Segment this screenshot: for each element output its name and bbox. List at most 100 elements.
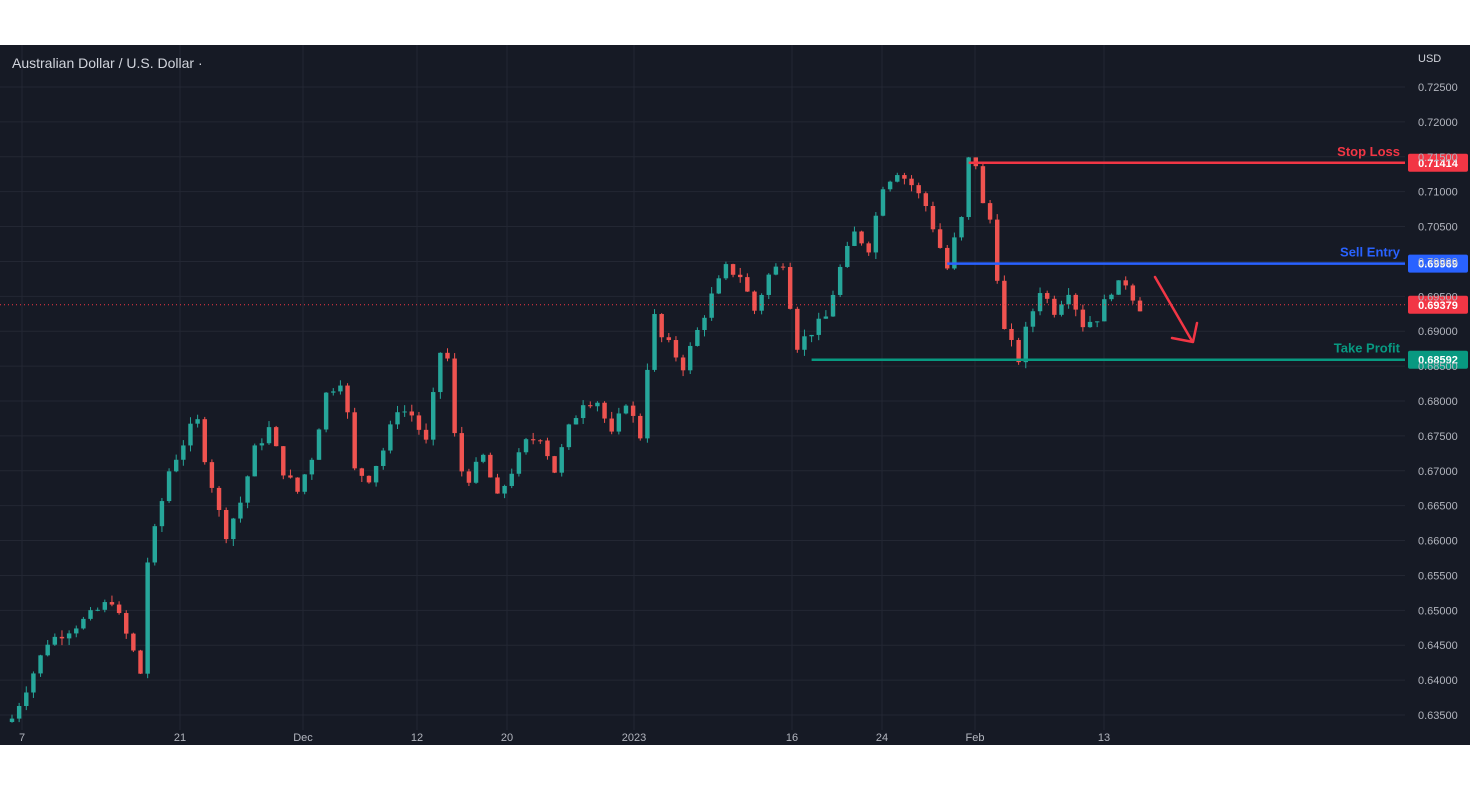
candle xyxy=(866,241,871,256)
candle xyxy=(238,496,243,523)
candle xyxy=(552,455,557,474)
candle xyxy=(95,607,100,612)
x-tick-label: Dec xyxy=(293,732,313,744)
candle xyxy=(773,263,779,276)
candle xyxy=(709,287,714,321)
y-tick-label: 0.72500 xyxy=(1418,82,1458,94)
candle xyxy=(616,407,622,435)
candle xyxy=(959,216,964,241)
candle xyxy=(916,182,921,199)
candle xyxy=(566,423,572,450)
candle xyxy=(780,263,786,271)
stop-loss-badge: 0.71414 xyxy=(1408,153,1468,172)
candle xyxy=(281,446,286,480)
y-tick-label: 0.69000 xyxy=(1418,326,1458,338)
candle xyxy=(338,380,343,395)
price-chart[interactable]: 0.69379 Stop Loss 0.71414 Sell Entry 0.69969… xyxy=(0,45,1470,745)
y-tick-label: 0.67500 xyxy=(1418,431,1458,443)
chart-panel: 0.69379 Stop Loss 0.71414 Sell Entry 0.69969… xyxy=(0,45,1470,745)
candle xyxy=(138,649,143,675)
candle xyxy=(302,473,307,495)
candle xyxy=(795,306,800,353)
candle xyxy=(902,172,907,185)
y-tick-label: 0.68500 xyxy=(1418,361,1458,373)
candle xyxy=(666,332,672,343)
candle xyxy=(1102,294,1107,322)
svg-text:0.68592: 0.68592 xyxy=(1418,355,1458,367)
candle xyxy=(495,473,500,494)
candle xyxy=(466,468,472,487)
x-tick-label: 20 xyxy=(501,732,513,744)
candle xyxy=(1052,295,1057,318)
y-tick-label: 0.71000 xyxy=(1418,187,1458,199)
candle xyxy=(431,387,436,446)
candle xyxy=(895,172,900,183)
candle xyxy=(288,469,293,479)
last-price-badge: 0.69379 xyxy=(1408,295,1468,314)
sell-entry-label: Sell Entry xyxy=(1340,245,1401,260)
candle xyxy=(1116,280,1121,295)
candle xyxy=(181,440,186,466)
candle xyxy=(923,191,929,212)
candle xyxy=(395,405,400,429)
chart-title: Australian Dollar / U.S. Dollar · xyxy=(12,55,203,71)
candle xyxy=(295,477,300,494)
candle xyxy=(802,329,807,356)
candle xyxy=(38,654,43,677)
x-tick-label: 16 xyxy=(786,732,798,744)
candle xyxy=(473,457,479,484)
down-arrow-icon[interactable] xyxy=(1153,275,1199,344)
candle xyxy=(145,557,150,679)
candle xyxy=(223,507,229,544)
svg-text:0.69379: 0.69379 xyxy=(1418,300,1458,312)
candle xyxy=(538,439,543,444)
y-tick-label: 0.64000 xyxy=(1418,675,1458,687)
candle xyxy=(66,630,72,646)
candle xyxy=(202,416,207,465)
sell-entry-badge: 0.69969 xyxy=(1408,254,1468,273)
candle xyxy=(966,156,971,220)
candle xyxy=(623,404,629,415)
candle xyxy=(980,163,986,204)
candle xyxy=(31,671,36,698)
candle xyxy=(816,312,821,341)
candle xyxy=(759,293,764,315)
y-tick-label: 0.69500 xyxy=(1418,291,1458,303)
candle xyxy=(88,607,93,621)
candle xyxy=(24,686,29,711)
candle xyxy=(209,459,215,493)
candle xyxy=(159,497,165,533)
y-tick-label: 0.71500 xyxy=(1418,152,1458,164)
candle xyxy=(652,309,657,372)
candle xyxy=(1094,321,1100,328)
x-tick-label: Feb xyxy=(966,732,985,744)
candle xyxy=(245,475,250,509)
candle xyxy=(195,414,200,428)
x-tick-label: 2023 xyxy=(622,732,646,744)
svg-text:0.69969: 0.69969 xyxy=(1418,259,1458,271)
candle xyxy=(231,517,236,546)
candle xyxy=(1080,304,1086,332)
candle xyxy=(266,421,272,445)
candle xyxy=(331,388,336,396)
candle xyxy=(423,423,429,444)
x-tick-label: 12 xyxy=(411,732,423,744)
candle xyxy=(1123,276,1128,290)
candle xyxy=(409,404,415,422)
candle xyxy=(659,313,664,343)
candle xyxy=(459,426,464,477)
candle xyxy=(1023,321,1028,369)
candle xyxy=(852,226,857,247)
candle xyxy=(345,383,350,419)
candle xyxy=(530,432,536,445)
candle xyxy=(52,633,58,646)
candle xyxy=(131,632,136,653)
candle xyxy=(116,601,122,615)
svg-text:0.71414: 0.71414 xyxy=(1418,158,1459,170)
candle xyxy=(887,180,893,192)
candle xyxy=(630,401,636,423)
candle xyxy=(766,273,771,300)
currency-label: USD xyxy=(1418,53,1442,65)
candle xyxy=(1059,300,1064,317)
candle xyxy=(402,405,407,417)
